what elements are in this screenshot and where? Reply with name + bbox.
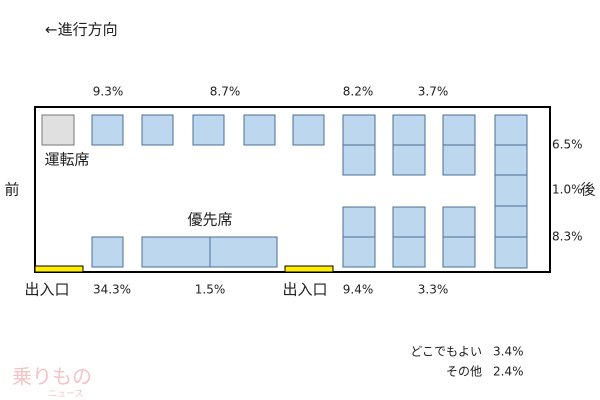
- share-label: 8.7%: [210, 85, 241, 99]
- seat: [209, 236, 278, 268]
- seat: [342, 236, 376, 268]
- share-label: 1.0%: [552, 183, 583, 197]
- door-label: 出入口: [282, 281, 327, 299]
- logo-sub: ニュース: [48, 390, 84, 400]
- seat: [342, 206, 376, 238]
- logo: 乗りもの: [12, 365, 92, 389]
- seat: [442, 114, 476, 146]
- seat: [392, 236, 426, 268]
- seat: [91, 114, 124, 146]
- seat: [342, 114, 376, 146]
- seat: [243, 114, 276, 146]
- share-label: 8.3%: [552, 230, 583, 244]
- share-label: 3.3%: [418, 283, 449, 297]
- share-label: 34.3%: [93, 283, 131, 297]
- seat: [442, 144, 476, 176]
- seats: [91, 114, 528, 269]
- direction-title: ←進行方向: [45, 21, 118, 39]
- seat: [392, 114, 426, 146]
- seat: [442, 236, 476, 268]
- door: [34, 265, 84, 273]
- door-label: 出入口: [24, 281, 69, 299]
- seat: [494, 205, 528, 238]
- seat: [494, 174, 528, 207]
- share-label: 9.4%: [343, 283, 374, 297]
- seat: [494, 144, 528, 177]
- other-label: どこでもよい: [410, 345, 482, 359]
- seat: [494, 114, 528, 147]
- priority-label: 優先席: [187, 211, 232, 229]
- seat: [442, 206, 476, 238]
- door: [284, 265, 334, 273]
- share-label: 9.3%: [93, 85, 124, 99]
- seat: [192, 114, 225, 146]
- seat: [141, 236, 211, 268]
- seat: [494, 236, 528, 269]
- share-label: 1.5%: [195, 283, 226, 297]
- share-label: 3.7%: [418, 85, 449, 99]
- seat: [392, 206, 426, 238]
- seat: [91, 236, 124, 268]
- front-label: 前: [4, 181, 19, 199]
- driver-seat: [41, 114, 75, 146]
- other-value: 2.4%: [493, 365, 524, 379]
- share-label: 6.5%: [552, 138, 583, 152]
- driver-label: 運転席: [44, 151, 89, 169]
- seat: [292, 114, 325, 146]
- seat: [392, 144, 426, 176]
- seat: [342, 144, 376, 176]
- rear-label: 後: [580, 181, 595, 199]
- share-label: 8.2%: [343, 85, 374, 99]
- other-label: その他: [446, 365, 482, 379]
- other-value: 3.4%: [493, 345, 524, 359]
- seat: [141, 114, 174, 146]
